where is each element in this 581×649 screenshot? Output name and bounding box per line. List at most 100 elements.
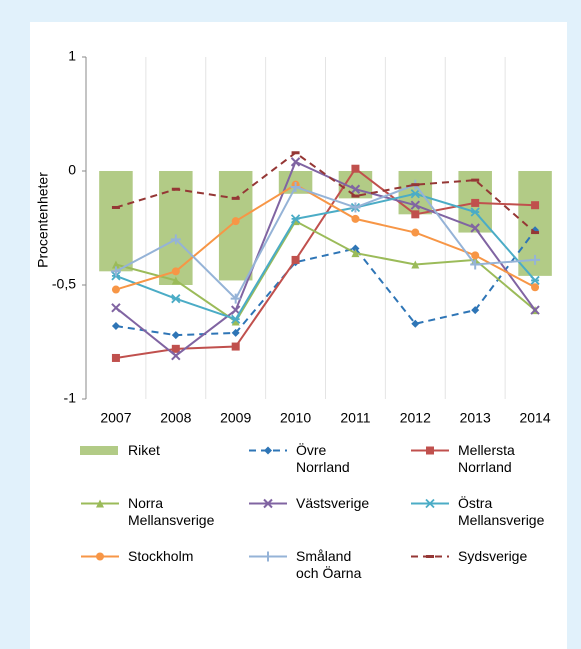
marker — [231, 314, 241, 324]
marker — [263, 551, 273, 562]
marker — [171, 331, 180, 340]
marker — [411, 319, 420, 328]
marker — [111, 322, 120, 331]
marker — [410, 189, 420, 199]
legend-label: Mellersta Norrland — [458, 442, 515, 475]
legend-symbol — [81, 499, 119, 508]
y-tick-label: -1 — [64, 390, 77, 406]
legend-label: Småland och Öarna — [296, 548, 362, 581]
legend-item: Riket — [80, 442, 203, 459]
legend-item: Västsverige — [248, 495, 371, 512]
marker — [171, 267, 180, 276]
marker — [230, 293, 241, 304]
marker — [230, 305, 241, 315]
marker — [231, 217, 240, 226]
marker — [470, 207, 480, 217]
line — [115, 151, 536, 234]
marker — [351, 249, 360, 258]
marker — [171, 276, 180, 285]
marker — [96, 499, 104, 508]
marker — [471, 251, 480, 260]
marker — [170, 234, 181, 245]
marker — [426, 446, 434, 455]
marker — [531, 283, 540, 292]
marker — [531, 201, 540, 210]
marker — [111, 303, 121, 313]
marker — [171, 344, 180, 353]
x-tick-label: 2009 — [220, 410, 251, 426]
marker — [351, 164, 360, 173]
legend-symbol — [249, 551, 287, 562]
line — [115, 160, 536, 357]
marker — [290, 181, 301, 192]
marker — [231, 342, 240, 351]
marker — [263, 498, 273, 509]
marker — [290, 214, 301, 224]
x-tick-label: 2008 — [160, 410, 191, 426]
line — [115, 219, 536, 323]
legend-item: Östra Mellansverige — [410, 495, 544, 529]
legend-symbol — [80, 446, 118, 455]
marker — [96, 552, 104, 561]
line — [115, 183, 536, 301]
marker — [111, 353, 120, 362]
marker — [470, 259, 481, 270]
series — [111, 189, 540, 324]
marker — [531, 231, 540, 235]
marker — [351, 244, 360, 253]
marker — [111, 205, 120, 209]
x-tick-label: 2007 — [100, 410, 131, 426]
legend-label: Stockholm — [128, 548, 194, 564]
marker — [351, 214, 360, 223]
y-tick-label: -0,5 — [52, 276, 76, 292]
legend-item: Stockholm — [80, 548, 203, 565]
marker — [530, 275, 540, 286]
marker — [530, 305, 540, 315]
marker — [171, 187, 180, 191]
marker — [471, 178, 480, 182]
marker — [231, 196, 240, 200]
legend-symbol — [411, 498, 449, 509]
marker — [471, 306, 480, 315]
x-tick-label: 2011 — [340, 410, 370, 426]
bar — [218, 171, 253, 281]
marker — [351, 194, 360, 198]
marker — [426, 555, 434, 558]
marker — [264, 446, 272, 455]
legend-item: Småland och Öarna — [248, 548, 371, 582]
marker — [111, 285, 120, 294]
marker — [350, 202, 361, 213]
marker — [231, 317, 240, 326]
x-tick-label: 2013 — [460, 410, 491, 426]
series — [111, 157, 540, 361]
marker — [411, 228, 420, 237]
marker — [471, 198, 480, 207]
marker — [411, 183, 420, 187]
legend-swatch — [80, 446, 118, 455]
x-tick-label: 2012 — [400, 410, 431, 426]
legend-item: Norra Mellansverige — [80, 495, 215, 529]
legend-symbol — [249, 498, 287, 509]
legend-item: Övre Norrland — [248, 442, 371, 476]
x-tick-label: 2010 — [280, 410, 311, 426]
marker — [425, 498, 435, 509]
marker — [470, 223, 480, 233]
legend-symbol — [411, 555, 449, 558]
y-tick-label: 1 — [68, 48, 76, 64]
panel — [30, 22, 567, 649]
marker — [291, 255, 300, 264]
legend-label: Norra Mellansverige — [128, 495, 215, 528]
line — [115, 229, 536, 337]
marker — [290, 157, 301, 167]
legend-item: Mellersta Norrland — [410, 442, 533, 476]
legend-item: Sydsverige — [410, 548, 533, 565]
legend-label: Västsverige — [296, 495, 370, 511]
marker — [350, 184, 361, 194]
legend-symbol — [411, 446, 449, 455]
y-tick-label: 0 — [68, 162, 76, 178]
marker — [291, 151, 300, 155]
legend-label: Sydsverige — [458, 548, 528, 564]
bar — [99, 171, 133, 272]
marker — [231, 328, 240, 337]
